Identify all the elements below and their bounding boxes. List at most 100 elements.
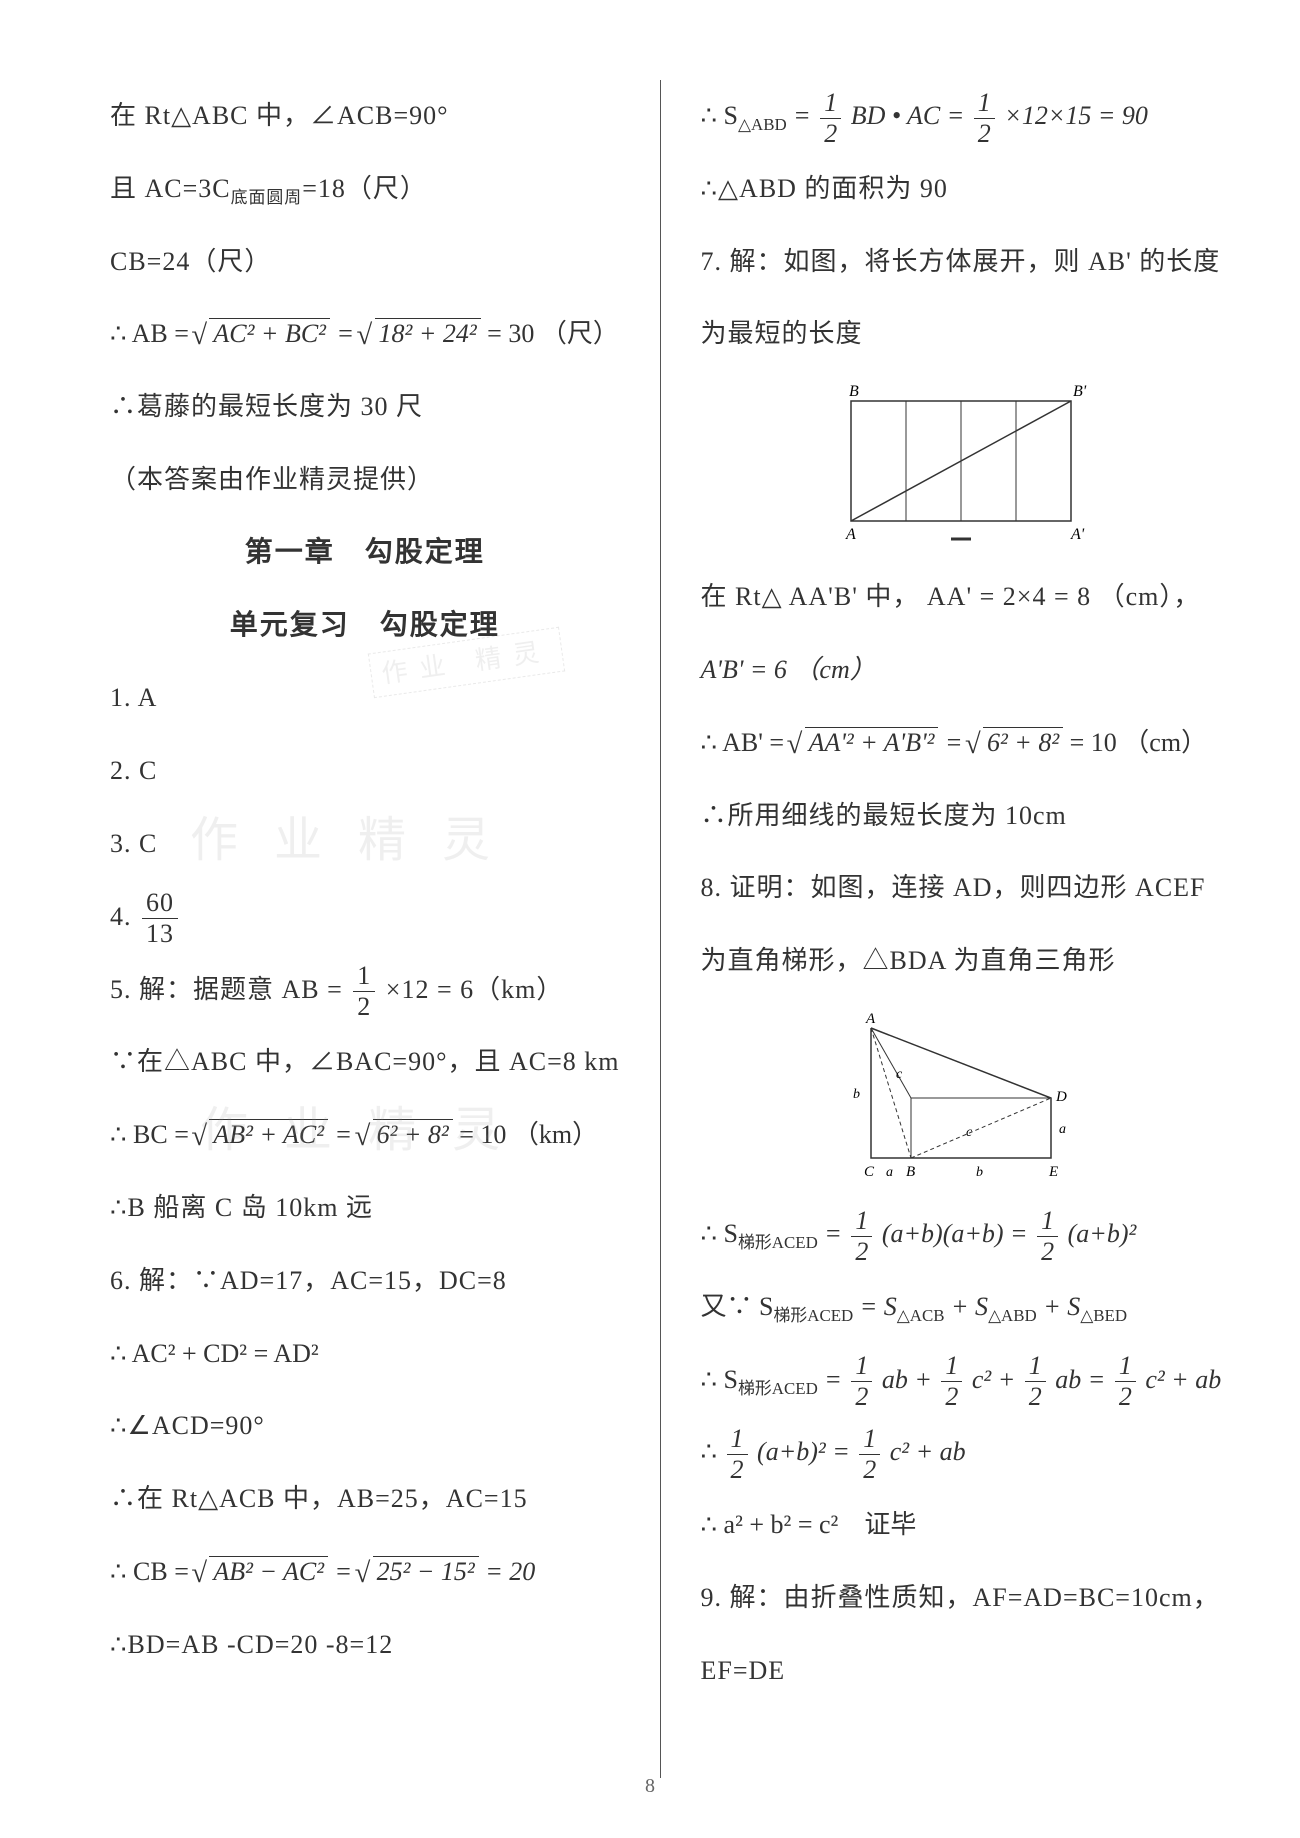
text: ab + — [882, 1365, 939, 1394]
subscript: △BED — [1080, 1306, 1127, 1325]
radicand: 25² − 15² — [373, 1556, 479, 1586]
text-line: 7. 解：如图，将长方体展开，则 AB' 的长度 — [701, 226, 1222, 299]
text-line: ∴△ABD 的面积为 90 — [701, 153, 1222, 226]
fig-label: B — [849, 383, 859, 400]
radicand: 6² + 8² — [373, 1119, 453, 1149]
denominator: 2 — [1115, 1382, 1136, 1410]
subscript: 梯形ACED — [738, 1379, 818, 1398]
sqrt: 25² − 15² — [359, 1536, 479, 1609]
text: ∴ AB = — [110, 319, 195, 348]
answer-line: 4. 6013 — [110, 881, 620, 954]
text-line: ∴在 Rt△ACB 中，AB=25，AC=15 — [110, 1463, 620, 1536]
denominator: 2 — [820, 119, 841, 147]
radicand: AC² + BC² — [209, 318, 330, 348]
text: c² + ab — [1145, 1365, 1221, 1394]
text-line: ∴所用细线的最短长度为 10cm — [701, 780, 1222, 853]
text-line: ∴BD=AB -CD=20 -8=12 — [110, 1609, 620, 1682]
fraction: 12 — [851, 1353, 872, 1410]
denominator: 2 — [1025, 1382, 1046, 1410]
text-line: ∴B 船离 C 岛 10km 远 — [110, 1172, 620, 1245]
radicand: 6² + 8² — [983, 727, 1063, 757]
formula-line: ∴ S梯形ACED = 12 (a+b)(a+b) = 12 (a+b)² — [701, 1198, 1222, 1271]
formula-line: ∴ S△ABD = 12 BD • AC = 12 ×12×15 = 90 — [701, 80, 1222, 153]
text-line: ∴∠ACD=90° — [110, 1390, 620, 1463]
fraction: 12 — [1037, 1208, 1058, 1265]
fig-label: A — [865, 1011, 876, 1027]
text-line: 且 AC=3C底面圆周=18（尺） — [110, 153, 620, 226]
radicand: AA'² + A'B'² — [805, 727, 939, 757]
text: ∴ a² + b² = c² 证毕 — [701, 1510, 917, 1539]
numerator: 1 — [851, 1353, 872, 1382]
text-line: 6. 解：∵AD=17，AC=15，DC=8 — [110, 1245, 620, 1318]
text: 7. 解：如图，将长方体展开，则 AB' 的长度 — [701, 247, 1221, 276]
fig-label: A — [845, 526, 856, 543]
text: (a+b)² — [1068, 1219, 1137, 1248]
text: (a+b)(a+b) = — [882, 1219, 1034, 1248]
text: ∴ S — [701, 1219, 739, 1248]
radicand: AB² + AC² — [209, 1119, 328, 1149]
text: ∴ S — [701, 101, 739, 130]
numerator: 1 — [1025, 1353, 1046, 1382]
formula-line: 又∵ S梯形ACED = S△ACB + S△ABD + S△BED — [701, 1271, 1222, 1344]
radicand: AB² − AC² — [209, 1556, 328, 1586]
text: = S — [860, 1292, 897, 1321]
fig-label: a — [1059, 1122, 1066, 1137]
sqrt: AC² + BC² — [195, 298, 330, 371]
formula-line: ∴ AB = AC² + BC² = 18² + 24² = 30 （尺） — [110, 298, 620, 371]
text: = — [824, 1219, 848, 1248]
fig-label: c — [896, 1067, 903, 1082]
fig-label: A' — [1070, 526, 1085, 543]
denominator: 2 — [1037, 1237, 1058, 1265]
text: ∴ CB = — [110, 1557, 195, 1586]
sqrt: 6² + 8² — [969, 707, 1063, 780]
fig-label: B' — [1073, 383, 1087, 400]
denominator: 2 — [974, 119, 995, 147]
denominator: 2 — [851, 1237, 872, 1265]
fraction: 12 — [859, 1426, 880, 1483]
left-column: 在 Rt△ABC 中，∠ACB=90° 且 AC=3C底面圆周=18（尺） CB… — [80, 80, 661, 1778]
text-line: 8. 证明：如图，连接 AD，则四边形 ACEF — [701, 852, 1222, 925]
text: ∴ — [701, 1437, 724, 1466]
fraction: 12 — [941, 1353, 962, 1410]
fraction: 12 — [974, 90, 995, 147]
right-column: ∴ S△ABD = 12 BD • AC = 12 ×12×15 = 90 ∴△… — [661, 80, 1252, 1778]
text-line: EF=DE — [701, 1635, 1222, 1708]
sqrt: 6² + 8² — [359, 1099, 453, 1172]
text: 5. 解：据题意 AB = — [110, 975, 350, 1004]
denominator: 2 — [941, 1382, 962, 1410]
numerator: 1 — [851, 1208, 872, 1237]
formula-line: ∴ S梯形ACED = 12 ab + 12 c² + 12 ab = 12 c… — [701, 1344, 1222, 1417]
text: ∴ AC² + CD² = AD² — [110, 1339, 319, 1368]
fraction: 12 — [1115, 1353, 1136, 1410]
answer-line: 1. A — [110, 662, 620, 735]
subscript: △ABD — [988, 1306, 1037, 1325]
fig-label: C — [864, 1164, 875, 1180]
text: 且 AC=3C — [110, 174, 231, 203]
fraction: 12 — [820, 90, 841, 147]
text-line: （本答案由作业精灵提供） — [110, 444, 620, 517]
fig-label: b — [853, 1087, 860, 1102]
sqrt: AB² − AC² — [195, 1536, 328, 1609]
sqrt: 18² + 24² — [361, 298, 481, 371]
radicand: 18² + 24² — [375, 318, 481, 348]
subscript: 底面圆周 — [231, 188, 303, 207]
text: = 10 （km） — [459, 1120, 598, 1149]
fraction: 12 — [353, 963, 375, 1020]
chapter-heading: 第一章 勾股定理 — [110, 517, 620, 590]
numerator: 1 — [941, 1353, 962, 1382]
text-line: A'B' = 6 （cm） — [701, 634, 1222, 707]
subscript: △ACB — [897, 1306, 945, 1325]
answer-line: 2. C — [110, 735, 620, 808]
text: = — [824, 1365, 848, 1394]
fig-label: a — [886, 1165, 893, 1180]
text-line: 9. 解：由折叠性质知，AF=AD=BC=10cm， — [701, 1562, 1222, 1635]
text: + S — [1043, 1292, 1080, 1321]
text: = 10 （cm） — [1070, 728, 1207, 757]
formula-line: ∴ a² + b² = c² 证毕 — [701, 1489, 1222, 1562]
text-line: 在 Rt△ AA'B' 中， AA' = 2×4 = 8 （cm）， — [701, 561, 1222, 634]
numerator: 60 — [142, 890, 178, 919]
text: = — [793, 101, 817, 130]
text: ∴ S — [701, 1365, 739, 1394]
text: c² + ab — [890, 1437, 966, 1466]
formula-line: ∴ AB' = AA'² + A'B'² = 6² + 8² = 10 （cm） — [701, 707, 1222, 780]
